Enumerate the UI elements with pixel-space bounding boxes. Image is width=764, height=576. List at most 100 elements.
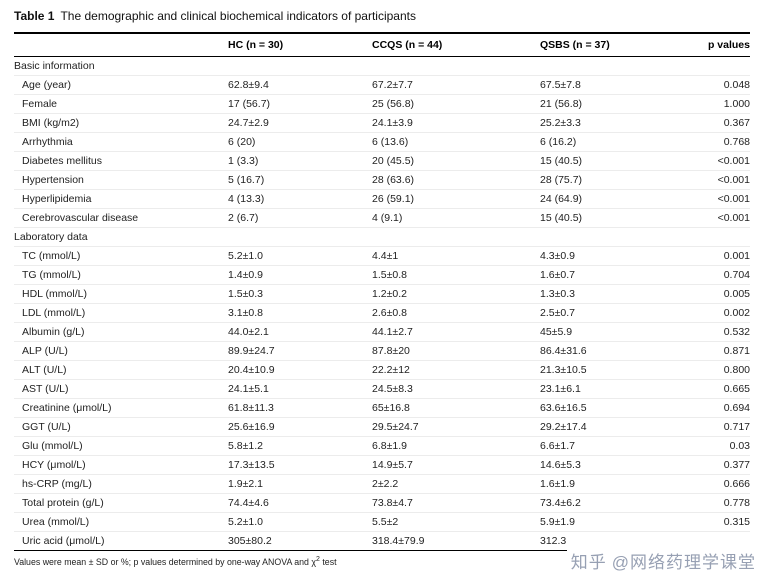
cell-value: 0.315	[698, 512, 750, 532]
table-row: BMI (kg/m2) 24.7±2.9 24.1±3.9 25.2±3.3 0.367	[14, 113, 750, 133]
cell-value: 6 (16.2)	[540, 132, 698, 152]
row-label: HCY (μmol/L)	[14, 455, 228, 475]
cell-value: 25.2±3.3	[540, 113, 698, 133]
row-label: Arrhythmia	[14, 132, 228, 152]
cell-value: 0.871	[698, 341, 750, 361]
cell-value: 24.1±5.1	[228, 379, 372, 399]
cell-value: 20 (45.5)	[372, 151, 540, 171]
cell-value: 26 (59.1)	[372, 189, 540, 209]
table-row: Female 17 (56.7) 25 (56.8) 21 (56.8) 1.000	[14, 94, 750, 114]
cell-value: 0.367	[698, 113, 750, 133]
cell-value: 4.3±0.9	[540, 246, 698, 266]
row-label: AST (U/L)	[14, 379, 228, 399]
table-row: Creatinine (μmol/L) 61.8±11.3 65±16.8 63.6±…	[14, 398, 750, 418]
cell-value: 20.4±10.9	[228, 360, 372, 380]
cell-value: 1.9±2.1	[228, 474, 372, 494]
cell-value: 0.717	[698, 417, 750, 437]
table-row: hs-CRP (mg/L) 1.9±2.1 2±2.2 1.6±1.9 0.666	[14, 474, 750, 494]
table-row: Urea (mmol/L) 5.2±1.0 5.5±2 5.9±1.9 0.315	[14, 512, 750, 532]
table-row: Cerebrovascular disease 2 (6.7) 4 (9.1) 15 …	[14, 208, 750, 228]
cell-value: 4 (13.3)	[228, 189, 372, 209]
cell-value: 24.7±2.9	[228, 113, 372, 133]
cell-value: 5.5±2	[372, 512, 540, 532]
cell-value: <0.001	[698, 208, 750, 228]
section-title: Basic information	[14, 56, 750, 76]
cell-value: 24.1±3.9	[372, 113, 540, 133]
row-label: ALT (U/L)	[14, 360, 228, 380]
cell-value: 67.5±7.8	[540, 75, 698, 95]
row-label: TG (mmol/L)	[14, 265, 228, 285]
cell-value: <0.001	[698, 189, 750, 209]
cell-value: 1.5±0.3	[228, 284, 372, 304]
cell-value: 73.8±4.7	[372, 493, 540, 513]
row-label: Urea (mmol/L)	[14, 512, 228, 532]
row-label: Female	[14, 94, 228, 114]
cell-value: 5 (16.7)	[228, 170, 372, 190]
row-label: hs-CRP (mg/L)	[14, 474, 228, 494]
cell-value: 29.5±24.7	[372, 417, 540, 437]
row-label: Total protein (g/L)	[14, 493, 228, 513]
cell-value: 6 (13.6)	[372, 132, 540, 152]
cell-value: 28 (63.6)	[372, 170, 540, 190]
cell-value: 1.3±0.3	[540, 284, 698, 304]
row-label: Albumin (g/L)	[14, 322, 228, 342]
cell-value: 25.6±16.9	[228, 417, 372, 437]
table-row: Age (year) 62.8±9.4 67.2±7.7 67.5±7.8 0.048	[14, 75, 750, 95]
footnote-text-post: test	[319, 556, 337, 567]
table-row: GGT (U/L) 25.6±16.9 29.5±24.7 29.2±17.4 0.71…	[14, 417, 750, 437]
cell-value: 74.4±4.6	[228, 493, 372, 513]
section-row: Laboratory data	[14, 227, 750, 247]
cell-value: 62.8±9.4	[228, 75, 372, 95]
cell-value: 14.6±5.3	[540, 455, 698, 475]
table-row: Glu (mmol/L) 5.8±1.2 6.8±1.9 6.6±1.7 0.03	[14, 436, 750, 456]
cell-value: 73.4±6.2	[540, 493, 698, 513]
cell-value: 6.8±1.9	[372, 436, 540, 456]
cell-value: 0.665	[698, 379, 750, 399]
row-label: ALP (U/L)	[14, 341, 228, 361]
table-row: Hyperlipidemia 4 (13.3) 26 (59.1) 24 (64.9)…	[14, 189, 750, 209]
cell-value: 44.1±2.7	[372, 322, 540, 342]
table-row: Uric acid (μmol/L) 305±80.2 318.4±79.9 312.…	[14, 531, 750, 550]
cell-value: 312.3	[540, 534, 567, 547]
table-caption-label: Table 1	[14, 9, 55, 23]
cell-value: 4 (9.1)	[372, 208, 540, 228]
cell-value: 24 (64.9)	[540, 189, 698, 209]
cell-value: 305±80.2	[228, 534, 272, 547]
table-row: Hypertension 5 (16.7) 28 (63.6) 28 (75.7) <0…	[14, 170, 750, 190]
cell-value: 2±2.2	[372, 474, 540, 494]
row-label: Age (year)	[14, 75, 228, 95]
row-label: Glu (mmol/L)	[14, 436, 228, 456]
section-title: Laboratory data	[14, 227, 750, 247]
watermark-handle: @网络药理学课堂	[611, 553, 756, 572]
column-header: HC (n = 30)	[228, 32, 372, 57]
cell-value: 1 (3.3)	[228, 151, 372, 171]
table-row: Diabetes mellitus 1 (3.3) 20 (45.5) 15 (40.…	[14, 151, 750, 171]
cell-value: 21 (56.8)	[540, 94, 698, 114]
zhihu-logo-text: 知乎	[570, 553, 607, 572]
table-footnote: Values were mean ± SD or %; p values det…	[14, 551, 750, 568]
column-header	[14, 32, 228, 57]
table-header-row: HC (n = 30) CCQS (n = 44) QSBS (n = 37) p v…	[14, 32, 750, 57]
cell-value: 24.5±8.3	[372, 379, 540, 399]
table-row: AST (U/L) 24.1±5.1 24.5±8.3 23.1±6.1 0.665	[14, 379, 750, 399]
cell-value: 318.4±79.9	[372, 534, 425, 547]
cell-value: 2.6±0.8	[372, 303, 540, 323]
zhihu-watermark: 知乎 @网络药理学课堂	[566, 548, 756, 573]
table-row: HDL (mmol/L) 1.5±0.3 1.2±0.2 1.3±0.3 0.005	[14, 284, 750, 304]
row-label: TC (mmol/L)	[14, 246, 228, 266]
cell-value: 1.6±0.7	[540, 265, 698, 285]
footnote-superscript: 2	[316, 555, 320, 563]
cell-value: 2 (6.7)	[228, 208, 372, 228]
cell-value: 3.1±0.8	[228, 303, 372, 323]
cell-value: 29.2±17.4	[540, 417, 698, 437]
cell-value: 0.694	[698, 398, 750, 418]
row-label: HDL (mmol/L)	[14, 284, 228, 304]
cell-value: 17 (56.7)	[228, 94, 372, 114]
row-label: LDL (mmol/L)	[14, 303, 228, 323]
cell-value: 1.4±0.9	[228, 265, 372, 285]
cell-value: 63.6±16.5	[540, 398, 698, 418]
cell-value: 0.005	[698, 284, 750, 304]
cell-value: 65±16.8	[372, 398, 540, 418]
cell-value: <0.001	[698, 151, 750, 171]
